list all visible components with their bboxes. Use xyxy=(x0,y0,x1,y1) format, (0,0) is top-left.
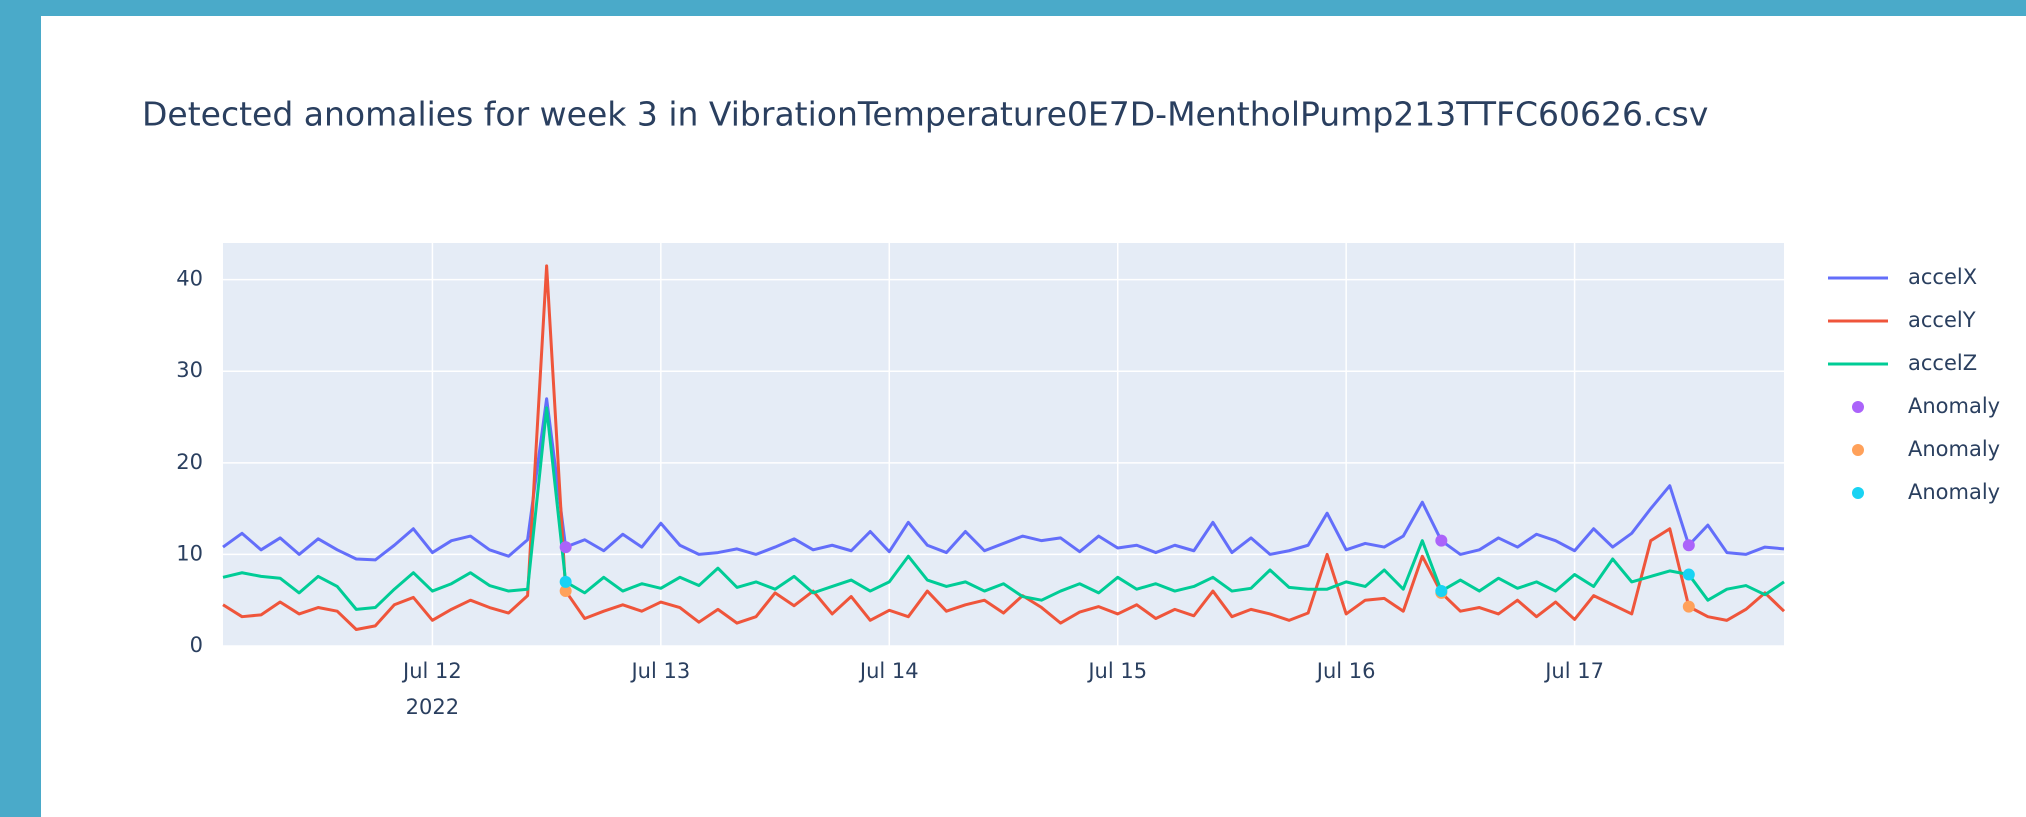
x-year-label: 2022 xyxy=(406,695,459,719)
anomaly-marker xyxy=(559,585,572,598)
x-tick-label: Jul 17 xyxy=(1543,659,1604,683)
anomaly-marker xyxy=(1682,600,1695,613)
legend-label: accelZ xyxy=(1908,351,1977,375)
anomaly-marker xyxy=(559,541,572,554)
chart-title: Detected anomalies for week 3 in Vibrati… xyxy=(142,95,1708,134)
series-line xyxy=(222,397,1785,562)
anomaly-marker xyxy=(1682,568,1695,581)
anomaly-marker xyxy=(1435,585,1448,598)
legend-marker xyxy=(1852,401,1864,413)
anomaly-marker xyxy=(1435,534,1448,547)
anomaly-marker xyxy=(1682,539,1695,552)
x-tick-label: Jul 12 xyxy=(401,659,462,683)
x-tick-label: Jul 14 xyxy=(858,659,919,683)
y-tick-label: 10 xyxy=(176,541,203,565)
legend-label: accelY xyxy=(1908,308,1976,332)
legend-marker xyxy=(1852,487,1864,499)
legend-marker xyxy=(1852,444,1864,456)
plot-area xyxy=(223,243,1784,646)
y-tick-label: 30 xyxy=(176,358,203,382)
y-tick-label: 40 xyxy=(176,267,203,291)
series-line xyxy=(222,264,1786,632)
legend-label: Anomaly xyxy=(1908,437,2000,461)
x-tick-label: Jul 15 xyxy=(1086,659,1147,683)
y-tick-label: 0 xyxy=(190,633,203,657)
x-tick-label: Jul 16 xyxy=(1315,659,1376,683)
legend-label: Anomaly xyxy=(1908,480,2000,504)
x-tick-label: Jul 13 xyxy=(629,659,690,683)
legend-label: accelX xyxy=(1908,265,1977,289)
anomaly-marker xyxy=(559,575,572,588)
y-tick-label: 20 xyxy=(176,450,203,474)
legend-label: Anomaly xyxy=(1908,394,2000,418)
series-line xyxy=(222,406,1785,611)
